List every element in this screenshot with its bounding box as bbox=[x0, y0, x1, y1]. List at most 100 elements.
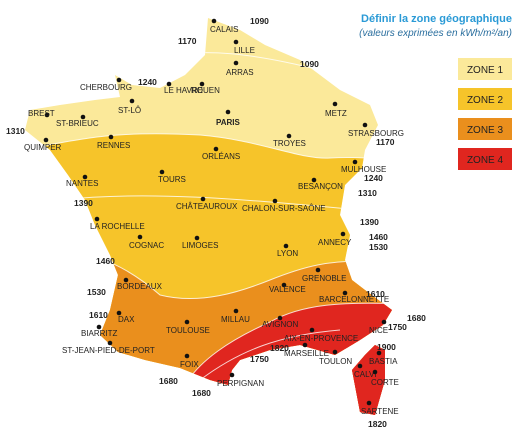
legend-swatch bbox=[458, 148, 512, 170]
city-label: QUIMPER bbox=[24, 143, 62, 152]
city-label: METZ bbox=[325, 109, 347, 118]
isoline-value: 1750 bbox=[388, 322, 407, 332]
city-dot bbox=[159, 169, 165, 175]
city-label: ROUEN bbox=[191, 86, 220, 95]
city-label: LA ROCHELLE bbox=[90, 222, 145, 231]
city-label: NANTES bbox=[66, 179, 98, 188]
city-dot bbox=[80, 114, 86, 120]
isoline-value: 1170 bbox=[178, 36, 197, 46]
city-label: ANNECY bbox=[318, 238, 352, 247]
city-dot bbox=[116, 310, 122, 316]
city-dot bbox=[211, 18, 217, 24]
city-dot bbox=[200, 196, 206, 202]
legend-swatch bbox=[458, 118, 512, 140]
city-label: BARCELONNETTE bbox=[319, 295, 389, 304]
city-dot bbox=[376, 350, 382, 356]
city-dot bbox=[352, 159, 358, 165]
city-label: LIMOGES bbox=[182, 241, 218, 250]
city-label: MARSEILLE bbox=[284, 349, 329, 358]
city-dot bbox=[342, 290, 348, 296]
city-label: BESANÇON bbox=[298, 182, 343, 191]
isoline-value: 1900 bbox=[377, 342, 396, 352]
isoline-value: 1390 bbox=[360, 217, 379, 227]
isoline-value: 1750 bbox=[250, 354, 269, 364]
city-label: MULHOUSE bbox=[341, 165, 386, 174]
city-label: CHALON-SUR-SAÔNE bbox=[242, 204, 326, 213]
city-dot bbox=[233, 308, 239, 314]
city-dot bbox=[199, 81, 205, 87]
city-label: TOURS bbox=[158, 175, 186, 184]
city-dot bbox=[340, 231, 346, 237]
city-dot bbox=[233, 39, 239, 45]
city-dot bbox=[281, 282, 287, 288]
city-label: CALVI bbox=[354, 370, 377, 379]
city-label: BREST bbox=[28, 109, 55, 118]
city-label: ST-JEAN-PIED-DE-PORT bbox=[62, 346, 155, 355]
city-dot bbox=[225, 109, 231, 115]
city-dot bbox=[184, 319, 190, 325]
city-dot bbox=[107, 340, 113, 346]
isoline-value: 1680 bbox=[159, 376, 178, 386]
legend-label: ZONE 3 bbox=[467, 125, 504, 136]
city-dot bbox=[272, 198, 278, 204]
legend-swatch bbox=[458, 58, 512, 80]
city-dot bbox=[357, 363, 363, 369]
city-dot bbox=[277, 315, 283, 321]
city-label: TROYES bbox=[273, 139, 306, 148]
isoline-value: 1530 bbox=[369, 242, 388, 252]
isoline-value: 1310 bbox=[6, 126, 25, 136]
city-label: SARTENE bbox=[361, 407, 399, 416]
city-dot bbox=[302, 342, 308, 348]
city-label: ORLÉANS bbox=[202, 152, 240, 161]
isoline-value: 1610 bbox=[366, 289, 385, 299]
city-dot bbox=[233, 60, 239, 66]
city-label: RENNES bbox=[97, 141, 130, 150]
subtitle: (valeurs exprimées en kWh/m²/an) bbox=[359, 28, 512, 39]
isoline-value: 1390 bbox=[74, 198, 93, 208]
city-label: ARRAS bbox=[226, 68, 254, 77]
city-label: VALENCE bbox=[269, 285, 306, 294]
city-dot bbox=[123, 277, 129, 283]
city-dot bbox=[137, 234, 143, 240]
city-label: BIARRITZ bbox=[81, 329, 118, 338]
city-dot bbox=[286, 133, 292, 139]
city-label: CORTE bbox=[371, 378, 399, 387]
city-label: ST-LÔ bbox=[118, 106, 141, 115]
isoline-value: 1680 bbox=[192, 388, 211, 398]
title: Définir la zone géographique bbox=[361, 13, 512, 25]
city-dot bbox=[44, 112, 50, 118]
city-dot bbox=[184, 353, 190, 359]
isoline-value: 1610 bbox=[89, 310, 108, 320]
isoline-value: 1240 bbox=[138, 77, 157, 87]
isoline-value: 1820 bbox=[270, 343, 289, 353]
city-dot bbox=[43, 137, 49, 143]
legend-label: ZONE 2 bbox=[467, 95, 504, 106]
legend-label: ZONE 4 bbox=[467, 155, 504, 166]
city-label: BASTIA bbox=[369, 357, 398, 366]
isoline-value: 1460 bbox=[96, 256, 115, 266]
city-dot bbox=[332, 101, 338, 107]
city-label: NICE bbox=[369, 326, 388, 335]
city-dot bbox=[283, 243, 289, 249]
isoline-value: 1460 bbox=[369, 232, 388, 242]
city-dot bbox=[381, 319, 387, 325]
city-label: COGNAC bbox=[129, 241, 164, 250]
isoline-value: 1680 bbox=[407, 313, 426, 323]
isoline-value: 1090 bbox=[300, 59, 319, 69]
city-label: CALAIS bbox=[210, 25, 238, 34]
city-label: AVIGNON bbox=[262, 320, 299, 329]
city-dot bbox=[372, 369, 378, 375]
city-dot bbox=[116, 77, 122, 83]
city-dot bbox=[82, 174, 88, 180]
city-dot bbox=[311, 177, 317, 183]
city-label: CHÂTEAUROUX bbox=[176, 202, 238, 211]
city-label: DAX bbox=[118, 315, 135, 324]
city-dot bbox=[229, 372, 235, 378]
city-label: LILLE bbox=[234, 46, 255, 55]
city-label: LYON bbox=[277, 249, 298, 258]
city-label: PARIS bbox=[216, 118, 241, 127]
city-dot bbox=[213, 146, 219, 152]
city-dot bbox=[366, 400, 372, 406]
city-label: BORDEAUX bbox=[117, 282, 163, 291]
